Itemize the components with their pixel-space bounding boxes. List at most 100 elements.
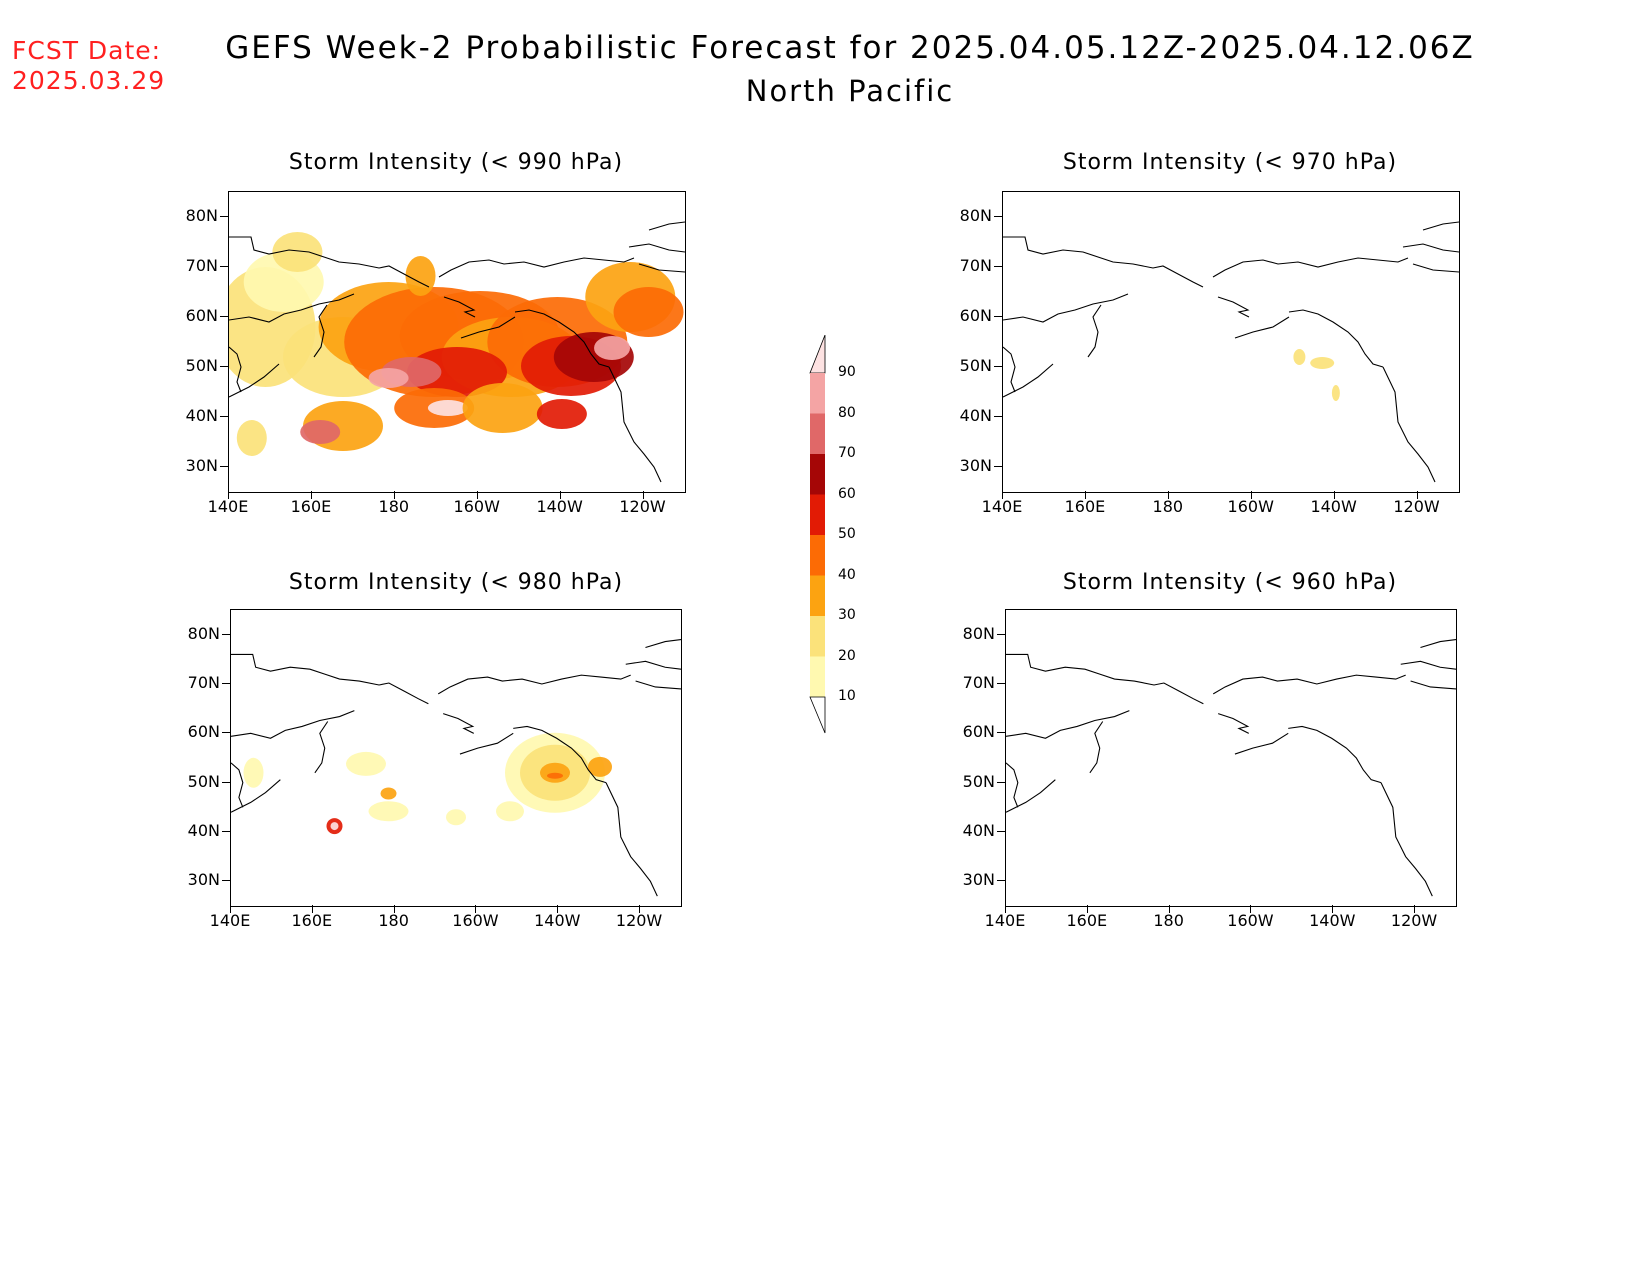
- lat-tick-label: 30N: [187, 870, 220, 890]
- coastline-group: [1003, 221, 1459, 483]
- colorbar-cap-bottom: [809, 696, 826, 734]
- coastline: [1003, 363, 1054, 398]
- probability-contour: [496, 801, 524, 822]
- lat-tick-label: 40N: [185, 406, 218, 425]
- lat-tick-label: 50N: [185, 356, 218, 375]
- lat-tick: [222, 633, 230, 635]
- lon-tick-label: 140W: [1309, 911, 1356, 930]
- panel-title: Storm Intensity (< 970 hPa): [1062, 150, 1398, 175]
- coastline: [645, 639, 681, 649]
- colorbar-level-label: 40: [838, 566, 856, 583]
- probability-contour: [368, 801, 409, 822]
- lon-tick-label: 160W: [452, 911, 499, 930]
- lon-tick-label: 160E: [1066, 911, 1108, 930]
- colorbar-level-label: 20: [838, 647, 856, 664]
- map-panel: [1002, 191, 1460, 493]
- lat-tick: [220, 316, 228, 317]
- lat-tick-label: 60N: [185, 306, 218, 325]
- lat-tick: [222, 732, 230, 734]
- coastline: [1410, 680, 1456, 690]
- coastline: [1422, 221, 1459, 231]
- lat-tick-label: 40N: [962, 821, 995, 840]
- coastline: [1006, 779, 1056, 813]
- lat-tick-label: 60N: [187, 722, 220, 742]
- colorbar-segment: [810, 656, 825, 697]
- lon-tick-label: 180: [378, 911, 409, 930]
- map-canvas: [231, 639, 681, 897]
- coastline: [1087, 304, 1102, 358]
- lon-tick: [1416, 491, 1418, 499]
- coastline: [1288, 309, 1384, 368]
- colorbar-level-label: 80: [838, 404, 856, 421]
- forecast-date-value: 2025.03.29: [12, 66, 166, 95]
- forecast-date-label: FCST Date:: [12, 36, 162, 65]
- lat-tick: [994, 316, 1002, 317]
- lat-tick: [220, 416, 228, 417]
- probability-contour: [427, 400, 468, 416]
- coastline: [648, 221, 685, 231]
- lat-tick: [994, 366, 1002, 367]
- coastline: [608, 366, 662, 483]
- lon-tick-label: 160W: [1227, 497, 1274, 516]
- lat-tick-label: 30N: [962, 870, 995, 890]
- lat-tick-label: 70N: [185, 256, 218, 275]
- probability-contour: [236, 420, 267, 456]
- region-subtitle: North Pacific: [745, 74, 955, 108]
- lat-tick-label: 60N: [959, 306, 992, 325]
- panel-title: Storm Intensity (< 980 hPa): [288, 570, 624, 595]
- lat-tick: [997, 683, 1005, 684]
- coastline: [460, 316, 516, 339]
- lon-tick: [1086, 905, 1088, 913]
- colorbar-segment: [810, 616, 825, 657]
- lat-tick: [222, 880, 230, 882]
- lat-tick-label: 40N: [187, 821, 220, 840]
- lat-tick-label: 80N: [962, 623, 995, 643]
- lon-tick: [476, 491, 478, 499]
- lon-tick: [639, 905, 641, 913]
- coastline: [1212, 257, 1409, 278]
- probability-contour: [330, 822, 339, 831]
- coastline: [442, 713, 475, 734]
- coastline: [1380, 782, 1433, 897]
- lat-tick-label: 30N: [185, 456, 218, 475]
- colorbar-level-label: 30: [838, 607, 856, 623]
- colorbar-segment: [810, 454, 825, 495]
- lon-tick: [557, 905, 559, 913]
- probability-contour: [300, 420, 341, 444]
- lat-tick-label: 50N: [962, 771, 995, 791]
- coastline-group: [231, 639, 681, 897]
- lon-tick: [1168, 905, 1170, 913]
- lon-tick-label: 120W: [619, 497, 666, 516]
- lat-tick: [994, 466, 1002, 467]
- lat-tick-label: 40N: [959, 406, 992, 425]
- lon-tick-label: 140W: [1310, 497, 1357, 516]
- lon-tick: [642, 491, 644, 499]
- lon-tick: [1084, 491, 1086, 499]
- probability-contour: [405, 256, 436, 296]
- lat-tick: [222, 781, 230, 783]
- lon-tick: [1167, 491, 1169, 499]
- lon-tick: [228, 491, 229, 499]
- lat-tick-label: 70N: [187, 673, 220, 692]
- coastline: [1234, 316, 1290, 339]
- colorbar-segment: [810, 535, 825, 576]
- lon-tick-label: 140E: [207, 497, 249, 516]
- coastline: [513, 725, 607, 784]
- probability-contour: [368, 368, 409, 388]
- probability-contour: [594, 336, 631, 360]
- lat-tick: [997, 732, 1005, 734]
- lat-tick: [220, 266, 228, 267]
- colorbar-segment: [810, 413, 825, 454]
- lat-tick: [994, 416, 1002, 417]
- lon-tick-label: 140E: [209, 911, 251, 930]
- lon-tick-label: 160W: [453, 497, 500, 516]
- lat-tick: [220, 366, 228, 367]
- lon-tick-label: 140W: [534, 911, 581, 930]
- lat-tick: [222, 683, 230, 684]
- coastline: [229, 236, 430, 288]
- lat-tick: [994, 266, 1002, 267]
- colorbar-segment: [810, 575, 825, 616]
- lon-tick-label: 160E: [291, 911, 333, 930]
- lon-tick-label: 140E: [981, 497, 1023, 516]
- lon-tick: [310, 491, 312, 499]
